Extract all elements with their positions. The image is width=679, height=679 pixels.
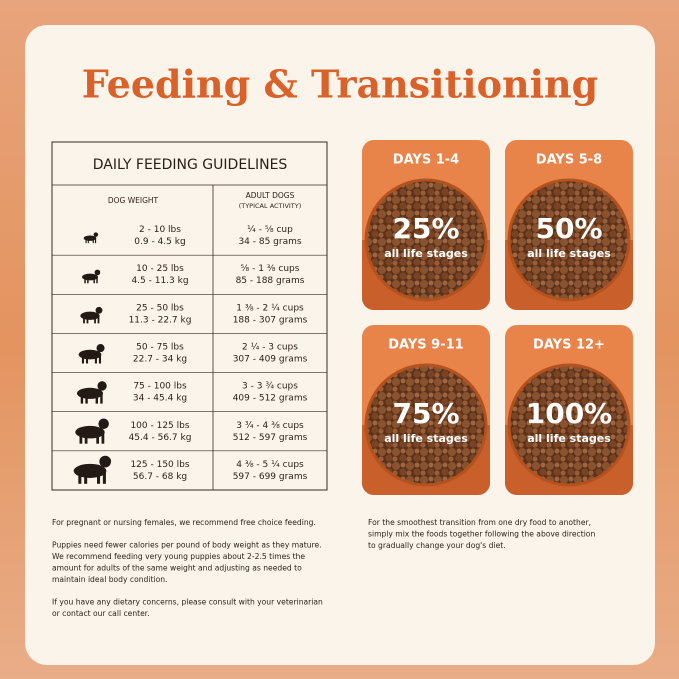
dog-icon xyxy=(85,394,88,404)
dog-icon xyxy=(93,232,99,237)
dog-icon xyxy=(85,355,89,364)
dog-icon xyxy=(94,269,101,276)
weight-kg: 34 - 45.4 kg xyxy=(133,394,187,404)
dog-icon xyxy=(83,316,85,324)
amount-cups: 4 ⅜ - 5 ¼ cups xyxy=(236,460,304,470)
weight-lbs: 100 - 125 lbs xyxy=(130,421,189,431)
dog-icon xyxy=(97,316,100,324)
amount-cups: 3 ¾ - 4 ⅜ cups xyxy=(236,421,304,431)
note-line: We recommend feeding very young puppies … xyxy=(52,552,305,561)
dog-icon xyxy=(102,472,106,484)
note-line: maintain ideal body condition. xyxy=(52,575,167,584)
amount-cups: 3 - 3 ¾ cups xyxy=(242,382,298,392)
percent-note: all life stages xyxy=(527,247,611,260)
amount-cups: 1 ⅜ - 2 ¼ cups xyxy=(236,303,304,313)
weight-kg: 11.3 - 22.7 kg xyxy=(129,315,192,325)
column-header: ADULT DOGS xyxy=(246,191,295,200)
amount-grams: 85 - 188 grams xyxy=(236,276,305,286)
dog-icon xyxy=(84,433,88,444)
column-header: (TYPICAL ACTIVITY) xyxy=(239,202,302,210)
dog-icon xyxy=(96,344,105,353)
note-line: For the smoothest transition from one dr… xyxy=(368,518,591,527)
weight-lbs: 50 - 75 lbs xyxy=(136,343,184,353)
weight-kg: 0.9 - 4.5 kg xyxy=(134,237,185,247)
dog-icon xyxy=(100,394,103,404)
card-label: DAYS 1-4 xyxy=(393,153,459,168)
amount-grams: 34 - 85 grams xyxy=(238,237,301,247)
kibble xyxy=(507,363,631,487)
weight-kg: 56.7 - 68 kg xyxy=(133,472,187,482)
note-line: to gradually change your dog's diet. xyxy=(368,541,506,550)
percent: 25% xyxy=(392,212,459,245)
dog-icon xyxy=(87,277,89,284)
dog-icon xyxy=(92,238,94,244)
table-frame xyxy=(51,141,328,491)
percent-note: all life stages xyxy=(384,247,468,260)
percent: 100% xyxy=(526,397,613,430)
table-title: DAILY FEEDING GUIDELINES xyxy=(93,157,288,173)
dog-icon xyxy=(93,277,95,284)
amount-grams: 307 - 409 grams xyxy=(233,355,308,365)
amount-grams: 597 - 699 grams xyxy=(233,472,308,482)
dog-icon xyxy=(87,238,89,244)
dog-icon xyxy=(81,355,85,364)
percent-note: all life stages xyxy=(384,432,468,445)
dog-icon xyxy=(79,433,83,444)
dog-icon xyxy=(97,381,107,391)
note-line: For pregnant or nursing females, we reco… xyxy=(52,518,316,527)
column-header: DOG WEIGHT xyxy=(108,196,159,205)
weight-kg: 22.7 - 34 kg xyxy=(133,355,187,365)
dog-icon xyxy=(98,355,102,364)
note-line: simply mix the foods together following … xyxy=(368,530,595,539)
dog-icon xyxy=(97,472,101,484)
amount-cups: ¼ - ⅝ cup xyxy=(247,225,293,235)
dog-icon xyxy=(98,418,109,429)
dog-icon xyxy=(78,472,82,484)
amount-grams: 409 - 512 grams xyxy=(233,394,308,404)
dog-icon xyxy=(86,316,89,324)
card-label: DAYS 9-11 xyxy=(388,338,463,353)
note-line: or contact our call center. xyxy=(52,609,150,618)
amount-cups: ⅝ - 1 ⅜ cups xyxy=(241,264,300,274)
weight-lbs: 10 - 25 lbs xyxy=(136,264,184,274)
card-label: DAYS 12+ xyxy=(533,338,605,353)
percent-note: all life stages xyxy=(527,432,611,445)
dog-icon xyxy=(95,394,98,404)
kibble xyxy=(364,363,488,487)
dog-icon xyxy=(80,394,84,404)
dog-icon xyxy=(84,472,88,484)
kibble xyxy=(364,178,488,302)
weight-lbs: 2 - 10 lbs xyxy=(139,225,181,235)
title: Feeding & Transitioning xyxy=(82,62,598,107)
dog-icon xyxy=(96,277,98,284)
dog-icon xyxy=(96,433,100,444)
kibble xyxy=(507,178,631,302)
amount-cups: 2 ¼ - 3 cups xyxy=(242,343,298,353)
note-line: amount for adults of the same weight and… xyxy=(52,564,302,573)
weight-kg: 4.5 - 11.3 kg xyxy=(131,276,188,286)
weight-lbs: 125 - 150 lbs xyxy=(130,460,189,470)
weight-lbs: 75 - 100 lbs xyxy=(133,382,187,392)
dog-icon xyxy=(94,238,97,244)
dog-icon xyxy=(99,455,112,468)
amount-grams: 512 - 597 grams xyxy=(233,433,308,443)
card-label: DAYS 5-8 xyxy=(536,153,602,168)
weight-lbs: 25 - 50 lbs xyxy=(136,303,184,313)
dog-icon xyxy=(101,433,105,444)
dog-icon xyxy=(94,355,97,364)
note-line: If you have any dietary concerns, please… xyxy=(52,598,323,607)
dog-icon xyxy=(84,277,86,284)
weight-kg: 45.4 - 56.7 kg xyxy=(129,433,192,443)
amount-grams: 188 - 307 grams xyxy=(233,315,308,325)
percent: 50% xyxy=(535,212,602,245)
percent: 75% xyxy=(392,397,459,430)
dog-icon xyxy=(85,238,87,244)
dog-icon xyxy=(94,316,96,324)
note-line: Puppies need fewer calories per pound of… xyxy=(52,541,322,550)
dog-icon xyxy=(95,306,103,314)
